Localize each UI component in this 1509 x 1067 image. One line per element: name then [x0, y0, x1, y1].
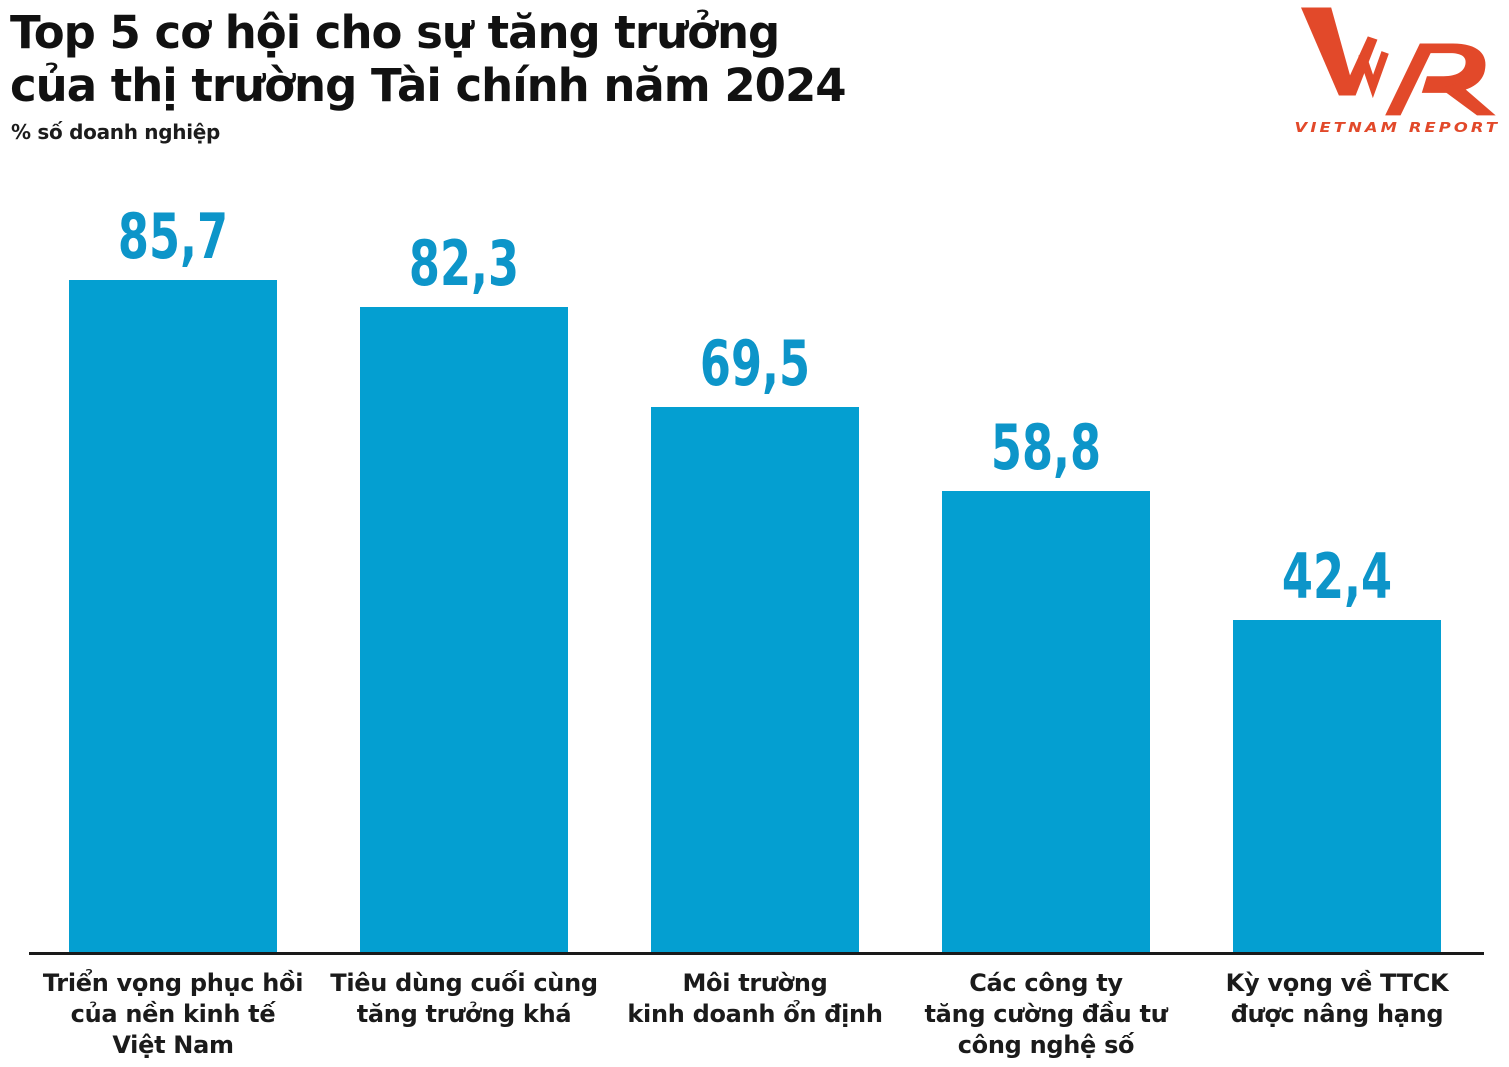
bar-value-label: 82,3 — [408, 227, 520, 300]
bar-category-label-line: của nền kinh tế — [70, 1000, 276, 1028]
bar — [651, 407, 859, 952]
bar-category-label-line: tăng cường đầu tư — [924, 1000, 1168, 1028]
bar-value-label: 58,8 — [990, 411, 1102, 484]
bar — [360, 307, 568, 952]
bar-category-label-line: kinh doanh ổn định — [627, 1000, 883, 1028]
bar — [942, 491, 1150, 952]
chart-unit-label: % số doanh nghiệp — [11, 120, 221, 144]
bar-category-label-line: Các công ty — [969, 969, 1123, 997]
bar-value-label: 69,5 — [699, 327, 811, 400]
vietnam-report-logo: VIETNAM REPORT — [1295, 7, 1501, 136]
bar-category-label: Môi trường kinh doanh ổn định — [595, 968, 915, 1030]
chart-title: Top 5 cơ hội cho sự tăng trưởng của thị … — [10, 6, 847, 112]
chart-title-line2: của thị trường Tài chính năm 2024 — [10, 59, 847, 112]
bar-category-label-line: công nghệ số — [957, 1031, 1135, 1059]
bar-category-label-line: Việt Nam — [112, 1031, 234, 1059]
bar-category-label: Triển vọng phục hồi của nền kinh tế Việt N… — [13, 968, 333, 1061]
vnr-mark-icon — [1300, 7, 1496, 116]
bar-category-label: Các công ty tăng cường đầu tư công nghệ số — [886, 968, 1206, 1061]
bar — [69, 280, 277, 952]
bar-category-label-line: tăng trưởng khá — [356, 1000, 572, 1028]
bar-category-label-line: Tiêu dùng cuối cùng — [330, 969, 598, 997]
bar-value-label: 85,7 — [117, 200, 229, 273]
bar-category-label: Kỳ vọng về TTCK được nâng hạng — [1177, 968, 1497, 1030]
x-axis-line — [29, 952, 1484, 955]
bar-value-label: 42,4 — [1281, 540, 1393, 613]
bar-category-label-line: Môi trường — [682, 969, 828, 997]
bar-category-label-line: được nâng hạng — [1230, 1000, 1444, 1028]
bar — [1233, 620, 1441, 952]
bar-category-label-line: Triển vọng phục hồi — [42, 969, 304, 997]
vietnam-report-wordmark: VIETNAM REPORT — [1295, 120, 1501, 136]
bar-category-label-line: Kỳ vọng về TTCK — [1225, 969, 1449, 997]
chart-title-line1: Top 5 cơ hội cho sự tăng trưởng — [10, 6, 780, 59]
bar-category-label: Tiêu dùng cuối cùng tăng trưởng khá — [304, 968, 624, 1030]
